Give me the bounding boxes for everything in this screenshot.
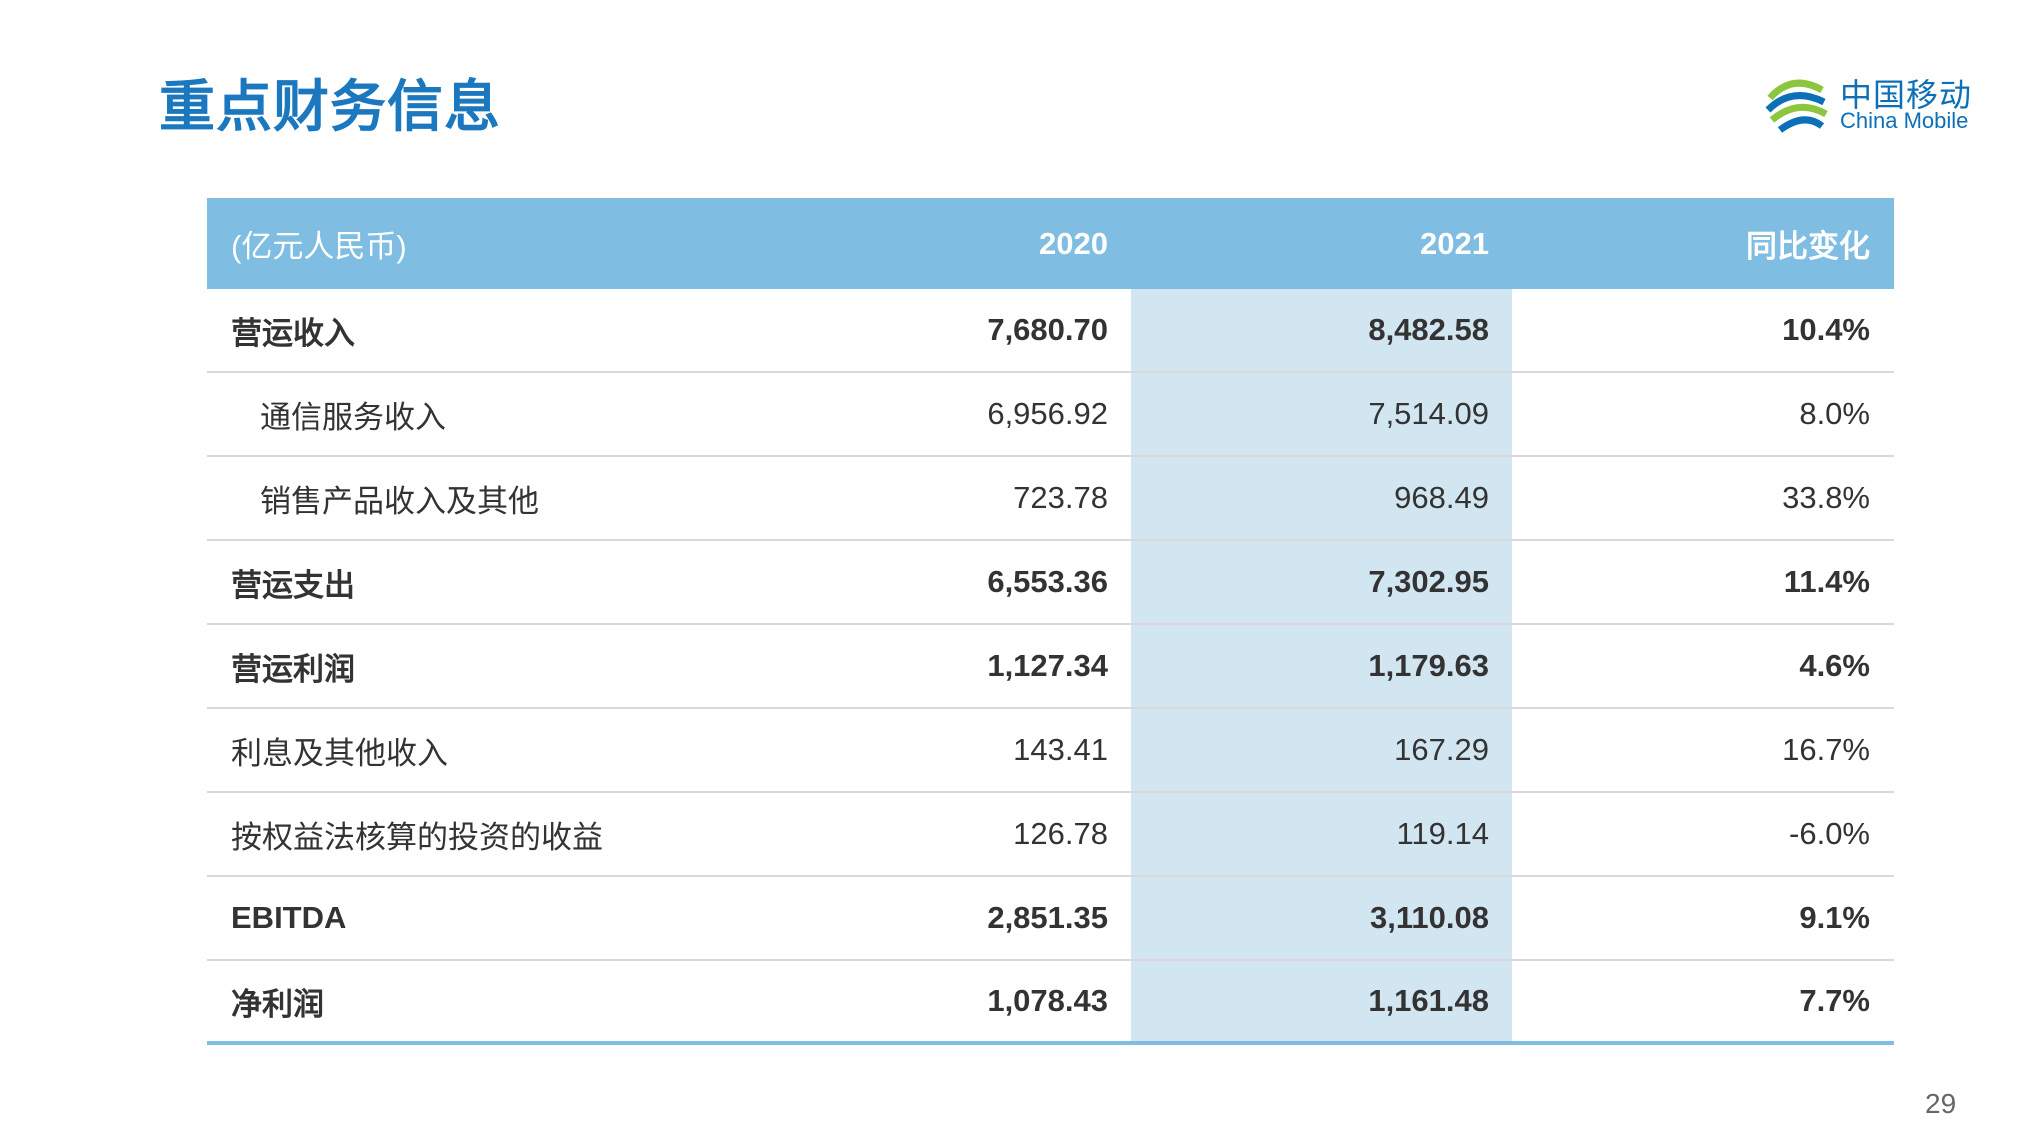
table-cell: 10.4% [1782, 312, 1870, 347]
table-cell: 1,127.34 [987, 648, 1108, 683]
header-cell: 2021 [1420, 225, 1489, 261]
table-cell: 1,078.43 [987, 983, 1108, 1018]
table-cell: 3,110.08 [1370, 900, 1489, 935]
header-cell: 同比变化 [1746, 229, 1870, 264]
table-cell: 利息及其他收入 [231, 735, 448, 771]
table-cell: 1,179.63 [1368, 648, 1489, 683]
table-cell: EBITDA [231, 900, 347, 935]
table-cell: 6,956.92 [987, 396, 1108, 431]
table-cell: 7,514.09 [1368, 396, 1489, 431]
table-row: 营运利润 1,127.34 1,179.63 4.6% [207, 625, 1894, 709]
logo-en: China Mobile [1840, 108, 1969, 133]
table-row: EBITDA 2,851.35 3,110.08 9.1% [207, 877, 1894, 961]
table-cell: 143.41 [1013, 732, 1108, 767]
table-row: 营运支出 6,553.36 7,302.95 11.4% [207, 541, 1894, 625]
table-cell: 968.49 [1394, 480, 1489, 515]
table-cell: 7,680.70 [987, 312, 1108, 347]
table-header: (亿元人民币) 2020 2021 同比变化 [207, 198, 1894, 289]
table-cell: 4.6% [1799, 648, 1870, 683]
table-cell: 8.0% [1799, 396, 1870, 431]
table-cell: 6,553.36 [987, 564, 1108, 599]
page-number: 29 [1925, 1088, 1957, 1119]
table-cell: -6.0% [1789, 816, 1870, 851]
table-cell: 通信服务收入 [260, 399, 446, 435]
table-cell: 2,851.35 [987, 900, 1108, 935]
table-cell: 9.1% [1799, 900, 1870, 935]
table-cell: 净利润 [231, 986, 324, 1022]
table-cell: 16.7% [1782, 732, 1870, 767]
logo-cn: 中国移动 [1840, 77, 1973, 113]
page-title: 重点财务信息 [159, 75, 501, 138]
table-cell: 723.78 [1013, 480, 1108, 515]
table-cell: 7,302.95 [1368, 564, 1489, 599]
table-row: 通信服务收入 6,956.92 7,514.09 8.0% [207, 373, 1894, 457]
table: (亿元人民币) 2020 2021 同比变化营运收入 7,680.70 8,482.58 1… [207, 198, 1894, 1045]
table-cell: 1,161.48 [1368, 983, 1489, 1018]
table-cell: 119.14 [1396, 816, 1489, 851]
table-row: 按权益法核算的投资的收益 126.78 119.14 -6.0% [207, 793, 1894, 877]
table-cell: 126.78 [1013, 816, 1108, 851]
highlight-column [1131, 289, 1512, 1045]
table-row: 利息及其他收入 143.41 167.29 16.7% [207, 709, 1894, 793]
table-row: 净利润 1,078.43 1,161.48 7.7% [207, 961, 1894, 1045]
table-cell: 8,482.58 [1368, 312, 1489, 347]
logo: 中国移动 China Mobile [1762, 68, 1982, 138]
header-cell: 2020 [1039, 225, 1108, 261]
table-cell: 营运收入 [231, 315, 355, 351]
logo-icon [1765, 79, 1828, 133]
table-cell: 按权益法核算的投资的收益 [231, 819, 603, 855]
header-cell: (亿元人民币) [231, 229, 407, 264]
table-cell: 营运支出 [231, 567, 355, 603]
table-cell: 33.8% [1782, 480, 1870, 515]
table-cell: 销售产品收入及其他 [260, 483, 539, 519]
table-row: 销售产品收入及其他 723.78 968.49 33.8% [207, 457, 1894, 541]
table-cell: 11.4% [1783, 564, 1870, 599]
table-cell: 167.29 [1394, 732, 1489, 767]
table-cell: 营运利润 [231, 651, 355, 687]
table-row: 营运收入 7,680.70 8,482.58 10.4% [207, 289, 1894, 373]
table-cell: 7.7% [1799, 983, 1870, 1018]
